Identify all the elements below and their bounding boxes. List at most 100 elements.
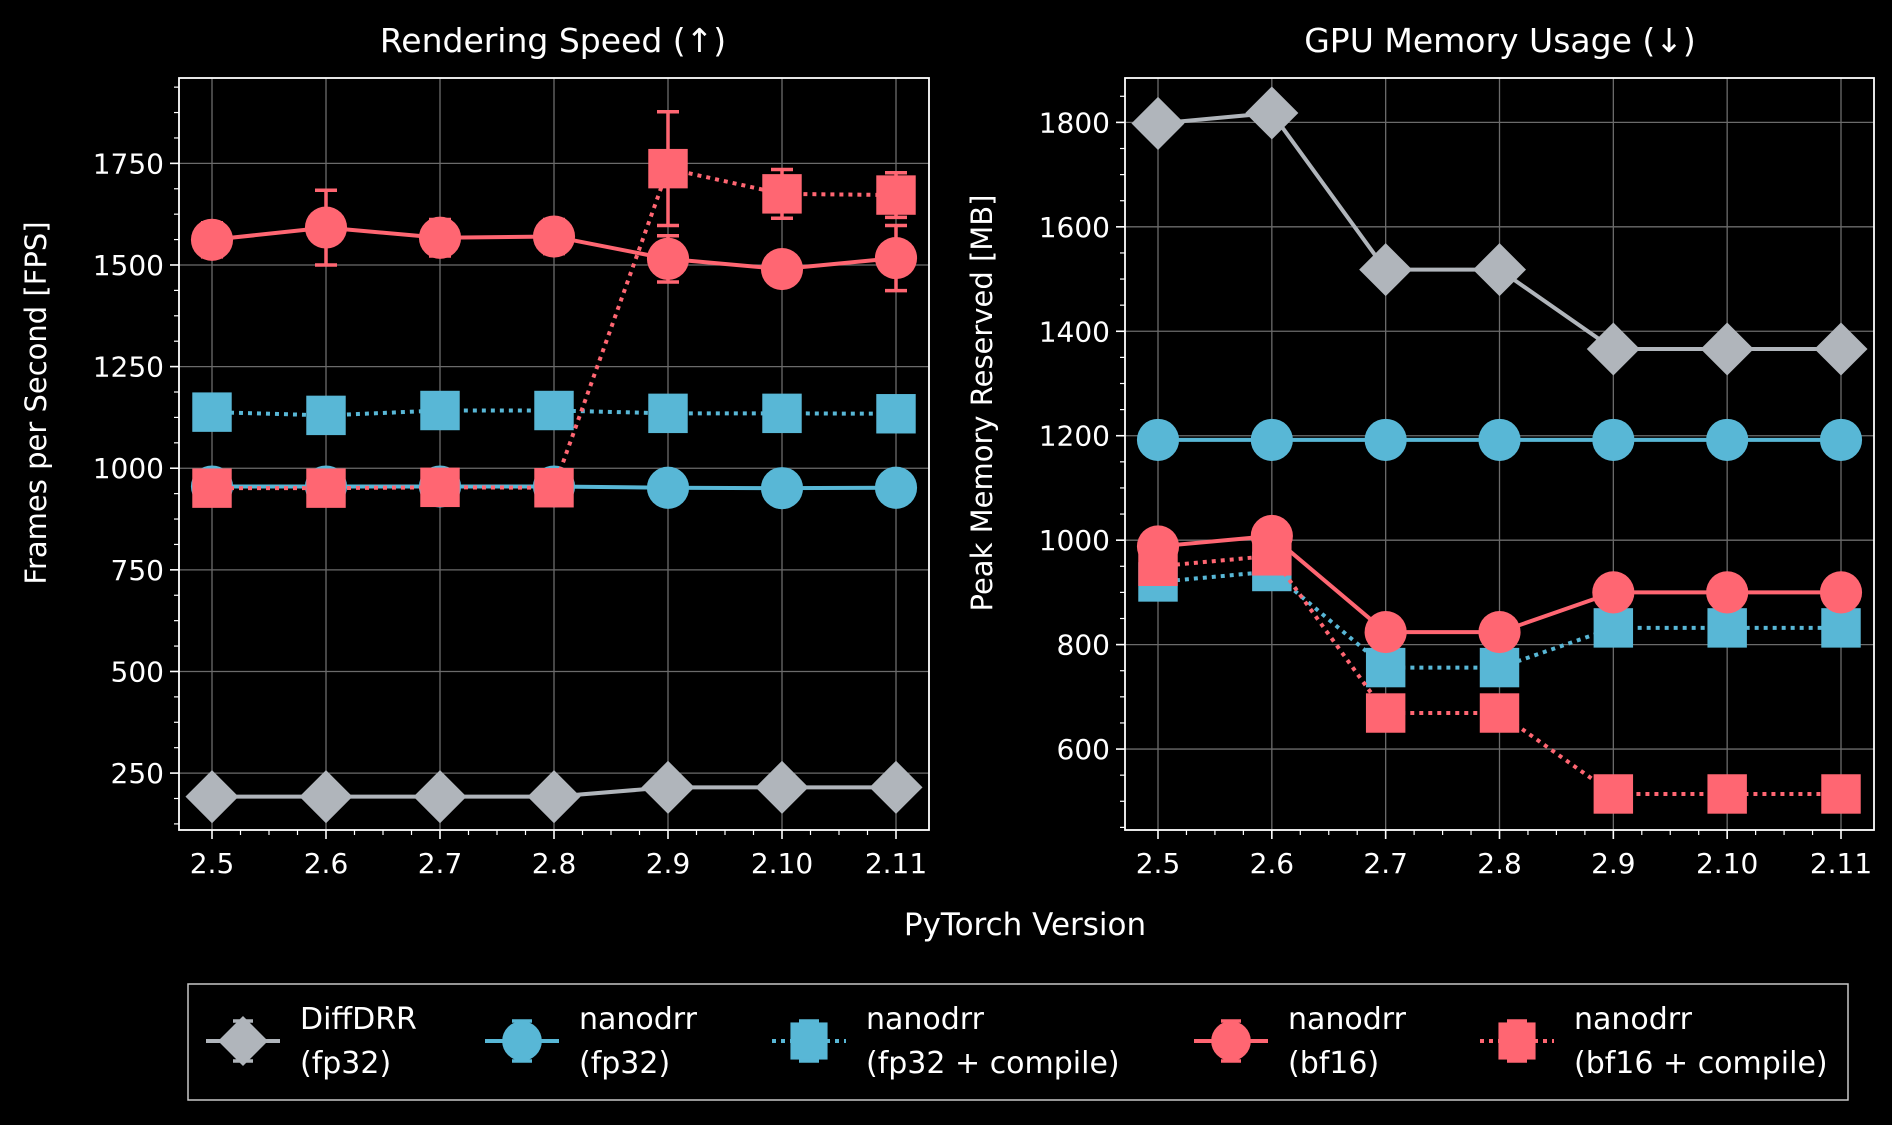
axes-frame <box>178 77 930 831</box>
y-tick-label: 1000 <box>1039 524 1110 557</box>
data-point <box>760 467 804 510</box>
data-point <box>1359 243 1413 297</box>
series-diffdrr-fp32 <box>185 760 923 824</box>
data-point <box>641 760 695 814</box>
y-tick-label: 1600 <box>1039 211 1110 244</box>
data-point <box>1592 571 1635 614</box>
gpu-memory-y-axis-label: Peak Memory Reserved [MB] <box>965 195 999 612</box>
x-tick-label: 2.11 <box>1810 847 1872 880</box>
data-point <box>534 468 574 508</box>
legend-entry: nanodrr (bf16) <box>1194 1002 1407 1081</box>
y-tick-label: 1000 <box>93 452 164 485</box>
series-nanodrr-fp32 <box>1136 418 1863 461</box>
legend: DiffDRR (fp32) nanodrr (fp32) nanodrr (fp32 +… <box>187 983 1849 1101</box>
legend-label-line2: (bf16) <box>1288 1046 1379 1081</box>
series-nanodrr-fp32-compile <box>192 390 916 436</box>
x-tick-label: 2.11 <box>865 847 927 880</box>
gpu-memory-panel: GPU Memory Usage (↓) Peak Memory Reserve… <box>965 21 1875 880</box>
data-point <box>1136 418 1180 461</box>
data-point <box>192 392 232 432</box>
data-point <box>306 468 346 508</box>
data-point <box>1700 322 1754 376</box>
y-tick-label: 1200 <box>1039 420 1110 453</box>
data-point <box>418 216 462 259</box>
data-point <box>762 174 802 214</box>
data-point <box>1479 647 1520 688</box>
legend-entry: nanodrr (bf16 + compile) <box>1480 1002 1828 1081</box>
data-point <box>1706 571 1749 614</box>
gpu-memory-title: GPU Memory Usage (↓) <box>1304 21 1696 60</box>
tick-labels: 2.5 2.6 2.7 2.8 2.9 2.10 2.11 250 500 750 1000 1250… <box>93 147 927 880</box>
y-tick-label: 600 <box>1057 733 1110 766</box>
data-point <box>534 390 574 431</box>
y-tick-label: 800 <box>1057 629 1110 662</box>
x-tick-label: 2.5 <box>1136 847 1181 880</box>
x-tick-label: 2.8 <box>532 847 577 880</box>
legend-marker <box>1498 1022 1536 1060</box>
data-point <box>874 466 918 509</box>
x-tick-label: 2.6 <box>1250 847 1295 880</box>
data-point <box>306 395 346 436</box>
y-tick-label: 1400 <box>1039 315 1110 348</box>
data-point <box>192 468 232 508</box>
series-nanodrr-fp32-compile <box>1138 551 1861 688</box>
data-point <box>1365 693 1406 733</box>
data-point <box>1252 536 1292 576</box>
data-point <box>646 466 690 509</box>
data-point <box>1707 608 1747 648</box>
data-point <box>760 247 804 291</box>
data-point <box>755 760 809 814</box>
data-point <box>304 206 348 249</box>
data-point <box>1819 418 1863 461</box>
data-point <box>1364 418 1407 461</box>
data-point <box>762 393 802 434</box>
x-tick-label: 2.10 <box>751 847 813 880</box>
series-diffdrr-fp32 <box>1131 86 1868 376</box>
data-point <box>1478 610 1521 654</box>
data-point <box>1478 418 1521 461</box>
legend-entry: nanodrr (fp32 + compile) <box>772 1002 1120 1081</box>
y-tick-label: 250 <box>111 757 164 790</box>
x-tick-label: 2.9 <box>646 847 691 880</box>
legend-label-line1: nanodrr <box>579 1002 698 1037</box>
x-tick-label: 2.7 <box>1363 847 1408 880</box>
y-tick-label: 1800 <box>1039 106 1110 139</box>
data-point <box>876 175 916 215</box>
data-point <box>1245 86 1299 140</box>
legend-marker <box>790 1022 828 1060</box>
legend-label-line2: (fp32 + compile) <box>866 1046 1120 1081</box>
legend-entry: DiffDRR (fp32) <box>206 1002 417 1081</box>
legend-marker <box>502 1021 542 1061</box>
data-point <box>648 393 688 434</box>
minor-ticks <box>1120 95 1814 835</box>
x-tick-label: 2.10 <box>1696 847 1758 880</box>
data-point <box>299 770 353 824</box>
data-point <box>1586 322 1640 376</box>
data-point <box>420 467 460 508</box>
x-tick-label: 2.6 <box>304 847 349 880</box>
y-tick-label: 1250 <box>93 351 164 384</box>
data-point <box>869 760 923 814</box>
x-axis-label: PyTorch Version <box>904 907 1146 943</box>
series-nanodrr-bf16-compile <box>1138 536 1861 814</box>
data-point <box>1707 774 1747 814</box>
data-point <box>413 770 467 824</box>
legend-frame <box>187 983 1849 1101</box>
gpu-memory-plot-area: 2.5 2.6 2.7 2.8 2.9 2.10 2.11 600 800 1000 1200 140… <box>1039 77 1875 880</box>
x-tick-label: 2.7 <box>418 847 463 880</box>
data-point <box>1706 418 1749 461</box>
data-point <box>1365 647 1406 688</box>
legend-label-line1: DiffDRR <box>300 1002 417 1037</box>
data-point <box>874 236 918 280</box>
data-point <box>1814 322 1868 376</box>
legend-marker <box>218 1016 268 1066</box>
tick-labels: 2.5 2.6 2.7 2.8 2.9 2.10 2.11 600 800 1000 1200 140… <box>1039 106 1872 880</box>
data-point <box>1593 774 1634 814</box>
data-point <box>1250 418 1293 461</box>
legend-marker <box>1211 1021 1251 1061</box>
rendering-speed-title: Rendering Speed (↑) <box>380 21 726 60</box>
data-point <box>646 237 690 280</box>
y-tick-label: 1500 <box>93 249 164 282</box>
data-point <box>876 394 916 434</box>
